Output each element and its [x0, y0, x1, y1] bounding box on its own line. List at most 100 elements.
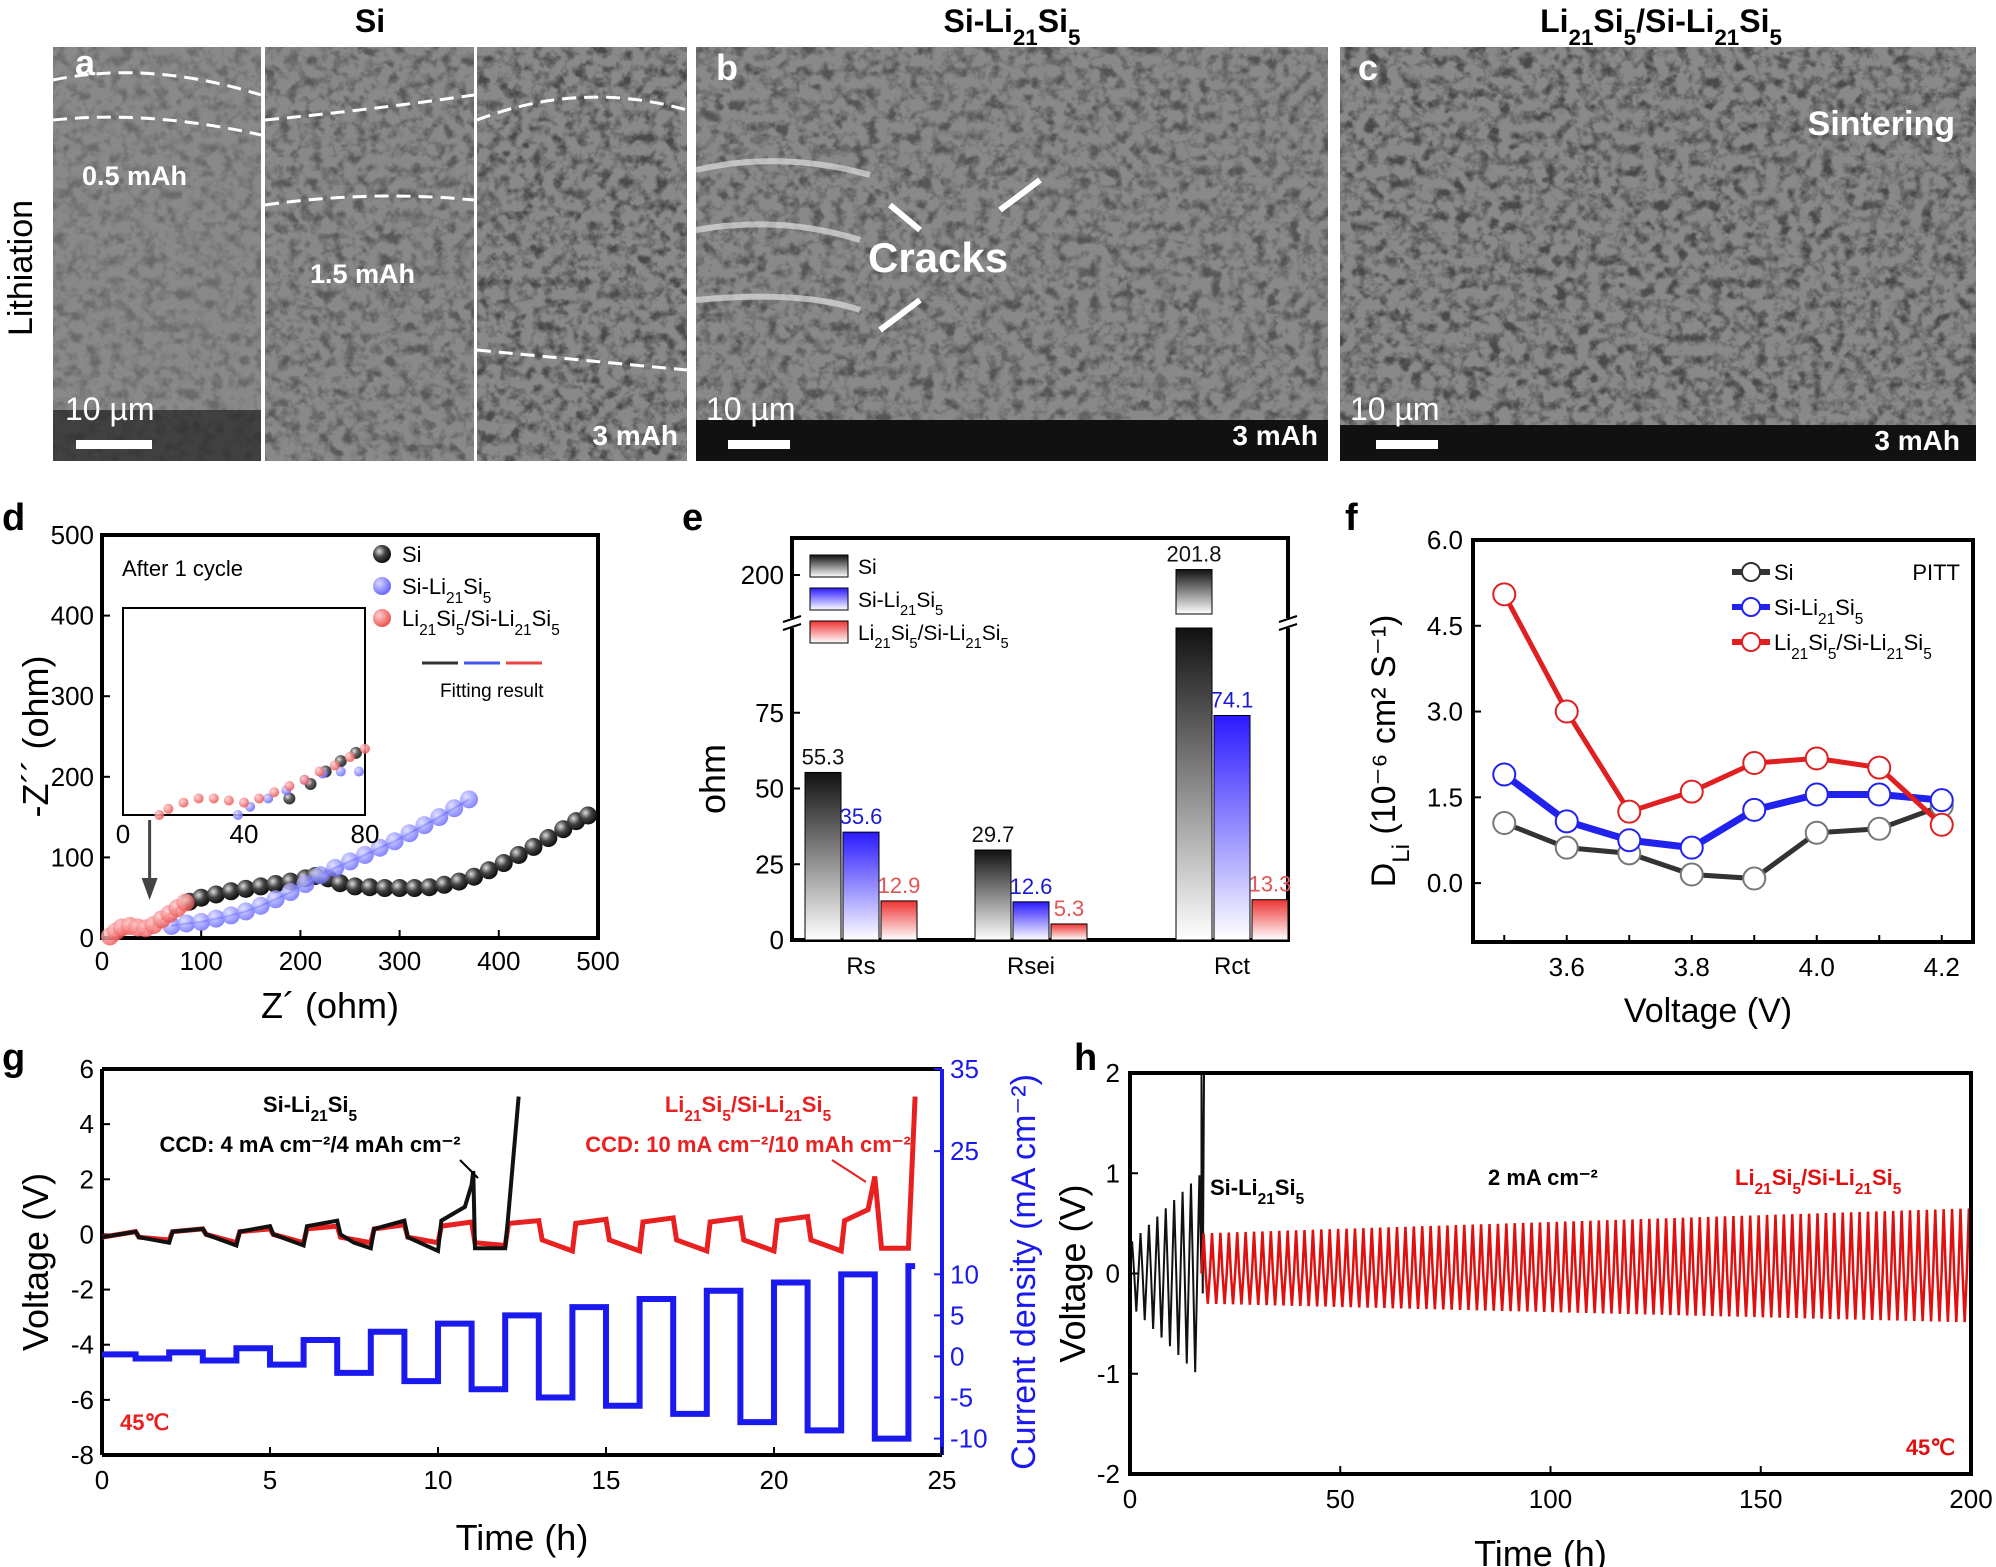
legend-label: Si [1774, 560, 1794, 585]
y-axis-title: -Z´´ (ohm) [15, 656, 56, 818]
data-point [400, 824, 419, 843]
inset-point [299, 774, 310, 785]
inset-point [154, 810, 165, 820]
data-point [266, 874, 285, 893]
y-axis-title: DLi (10⁻⁶ cm² S⁻¹) [1365, 615, 1415, 888]
y-tick-label: -1 [1097, 1359, 1120, 1389]
inset-point [163, 803, 174, 814]
bar [1251, 899, 1289, 941]
cracks-annotation: Cracks [868, 234, 1008, 281]
bar-value-label: 29.7 [972, 822, 1015, 847]
data-point [1679, 779, 1704, 804]
sem-image-b: b Cracks 3 mAh 10 µm [695, 47, 1328, 461]
data-point [1679, 862, 1704, 887]
data-point [177, 914, 196, 933]
x-axis-title: Time (h) [1474, 1533, 1607, 1567]
legend-swatch [809, 620, 849, 644]
y-right-tick-label: 10 [950, 1259, 979, 1289]
bar [1050, 923, 1088, 941]
chart-g-ccd: 0 5 10 15 20 25 -8 -6 -4 -2 0 2 4 6 -10 -5 0 5 10 25 35 Time … [15, 1054, 1043, 1558]
data-point [251, 877, 270, 896]
data-point [1554, 809, 1579, 834]
x-tick-label: 10 [424, 1465, 453, 1495]
legend-label: Li21Si5/Si-Li21Si5 [858, 622, 1009, 652]
scale-bar-label: 10 µm [706, 391, 796, 427]
legend-marker [373, 577, 391, 595]
sem-image-c: c Sintering 3 mAh 10 µm [1340, 47, 1976, 461]
x-category-label: Rsei [1007, 953, 1055, 980]
y-right-tick-label: 0 [950, 1341, 964, 1371]
capacity-label: 3 mAh [1232, 420, 1318, 451]
bar [880, 900, 918, 941]
axis-break-gap [784, 618, 800, 628]
bar-value-label: 35.6 [840, 804, 883, 829]
x-category-label: Rct [1214, 953, 1250, 980]
x-tick-label: 3.8 [1674, 952, 1710, 982]
legend-marker [373, 609, 391, 627]
panel-label-b: b [716, 47, 738, 88]
x-tick-label: 0 [1123, 1484, 1137, 1514]
y-tick-label: 50 [755, 774, 784, 804]
y-tick-label: 6 [80, 1054, 94, 1084]
bar-value-label: 12.6 [1010, 874, 1053, 899]
crack-arrows [878, 177, 1042, 333]
data-point [236, 902, 255, 921]
panel-b-title: Si-Li21Si5 [944, 3, 1081, 50]
y-tick-label: 100 [51, 842, 94, 872]
y-axis-title-part: D [1365, 863, 1403, 888]
data-point [192, 888, 211, 907]
bar [1213, 714, 1251, 941]
inset-point [353, 766, 364, 777]
y-right-tick-label: -10 [950, 1424, 988, 1454]
legend-label: Si-Li21Si5 [858, 589, 943, 619]
boundary-dashed-lines [52, 71, 688, 372]
annotation: After 1 cycle [122, 556, 243, 581]
data-point [236, 879, 255, 898]
legend-marker [373, 545, 391, 563]
data-point [385, 832, 404, 851]
current-label: 2 mA cm⁻² [1488, 1165, 1598, 1190]
crack-features [695, 158, 871, 313]
x-tick-label: 0 [95, 1465, 109, 1495]
pitt-annotation: PITT [1912, 560, 1960, 585]
x-tick-label: 15 [592, 1465, 621, 1495]
bar [974, 849, 1012, 941]
y-tick-label: 75 [755, 698, 784, 728]
series-title-red: Li21Si5/Si-Li21Si5 [665, 1092, 832, 1125]
y-tick-label: 0 [80, 1219, 94, 1249]
x-axis-title: Voltage (V) [1624, 992, 1792, 1030]
bar-value-label: 55.3 [802, 744, 845, 769]
data-point [1804, 782, 1829, 807]
inset-point [223, 795, 234, 806]
data-point [494, 854, 513, 873]
lithiation-label: Lithiation [2, 200, 40, 336]
data-point [1804, 746, 1829, 771]
bar [1175, 627, 1213, 941]
scale-bar [728, 440, 790, 449]
y-tick-label: 6.0 [1427, 525, 1463, 555]
voltage-series [1200, 1208, 1973, 1323]
data-point [435, 875, 454, 894]
legend-label: Si [858, 556, 877, 579]
ccd-label-red: CCD: 10 mA cm⁻²/10 mAh cm⁻² [585, 1132, 911, 1157]
y-axis-title-part: Li [1388, 844, 1415, 863]
fit-legend-label: Fitting result [440, 681, 544, 702]
y-tick-label: 4.5 [1427, 611, 1463, 641]
x-tick-label: 4.2 [1924, 952, 1960, 982]
y-tick-label: 2 [1106, 1058, 1120, 1088]
legend-label: Si [402, 542, 422, 567]
capacity-label: 3 mAh [592, 420, 678, 451]
inset-point [360, 743, 370, 754]
inset-tick-label: 0 [116, 819, 130, 849]
y-tick-label: -6 [71, 1385, 94, 1415]
legend-label: Si-Li21Si5 [402, 574, 491, 607]
x-category-label: Rs [846, 953, 875, 980]
inset-point [208, 793, 219, 804]
data-point [579, 806, 598, 825]
data-point [430, 808, 449, 827]
current-density-series [102, 1263, 916, 1442]
data-point [331, 874, 350, 893]
data-point [1742, 797, 1767, 822]
